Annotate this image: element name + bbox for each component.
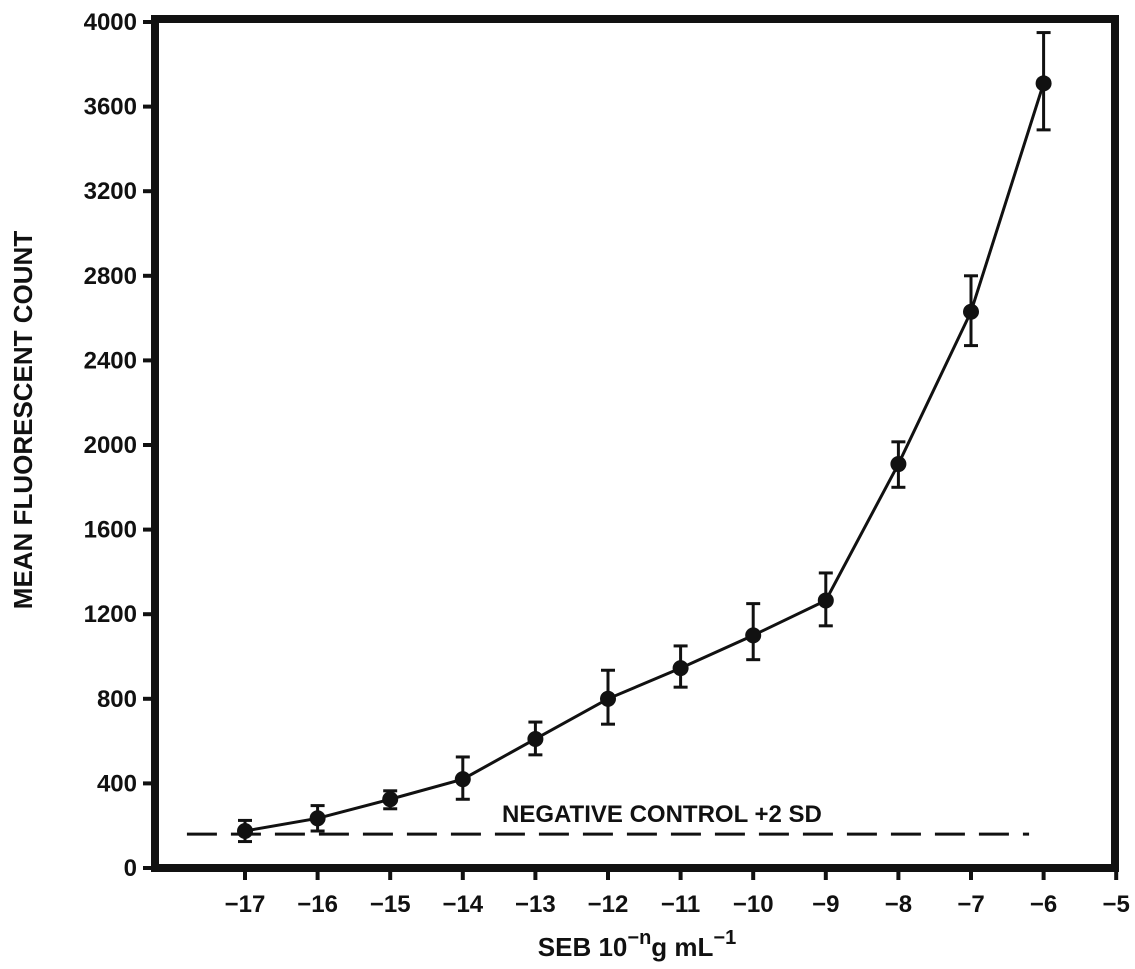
x-tick-label: −5 <box>1103 891 1130 918</box>
x-tick-label: −9 <box>812 891 839 918</box>
data-point <box>890 456 907 473</box>
x-axis-title-prefix: SEB 10 <box>538 932 628 962</box>
x-tick-label: −7 <box>957 891 984 918</box>
x-tick-label: −16 <box>297 891 338 918</box>
x-tick-label: −17 <box>225 891 266 918</box>
data-point <box>454 771 471 788</box>
data-point <box>382 791 399 808</box>
y-tick-label: 1600 <box>84 517 137 544</box>
data-point <box>672 660 689 677</box>
data-point <box>600 690 616 707</box>
y-axis-title: MEAN FLUORESCENT COUNT <box>8 231 38 610</box>
y-tick-label: 1200 <box>84 601 137 628</box>
data-point <box>1035 75 1052 92</box>
data-point <box>309 810 326 827</box>
x-axis-title-unit: g mL <box>651 932 713 962</box>
x-tick-label: −14 <box>442 891 483 918</box>
y-tick-label: 400 <box>97 770 137 797</box>
x-tick-label: −6 <box>1030 891 1057 918</box>
data-point <box>963 303 979 320</box>
reference-layer: NEGATIVE CONTROL +2 SD <box>186 801 1030 836</box>
data-point <box>237 822 253 839</box>
plot-frame <box>151 15 1119 872</box>
y-tick-label: 2800 <box>84 263 137 290</box>
y-tick-label: 3200 <box>84 178 137 205</box>
x-tick-label: −8 <box>885 891 912 918</box>
x-axis-title-unit-exponent: −1 <box>713 927 736 949</box>
data-layer <box>237 31 1052 844</box>
x-tick-label: −11 <box>661 891 700 918</box>
x-tick-label: −13 <box>515 891 556 918</box>
y-tick-label: 4000 <box>84 9 137 36</box>
x-axis-title-exponent: −n <box>627 927 651 949</box>
series-line <box>244 82 1046 833</box>
y-tick-label: 2400 <box>84 347 137 374</box>
data-point <box>817 592 834 609</box>
data-point <box>745 627 762 644</box>
y-tick-label: 2000 <box>84 432 137 459</box>
negative-control-label: NEGATIVE CONTROL +2 SD <box>502 801 822 828</box>
x-tick-label: −15 <box>370 891 411 918</box>
x-tick-label: −10 <box>733 891 774 918</box>
y-tick-label: 800 <box>97 686 137 713</box>
ticks-layer: −17 −16 −15 −14 −13 −12 −11 −10 −9 −8 −7 −6 −5 0 400 80… <box>84 9 1130 918</box>
data-point <box>527 730 544 747</box>
x-tick-label: −12 <box>588 891 629 918</box>
y-tick-label: 3600 <box>84 94 137 121</box>
x-axis-title: SEB 10−ng mL−1 <box>538 927 736 962</box>
y-tick-label: 0 <box>124 855 137 882</box>
